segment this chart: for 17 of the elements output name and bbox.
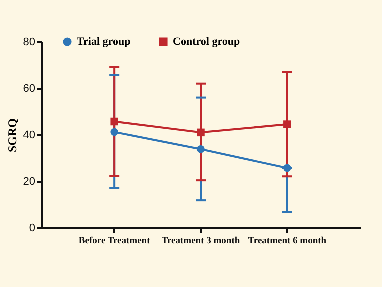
- point: [197, 146, 205, 154]
- point: [110, 128, 118, 136]
- y-axis-title: SGRQ: [5, 118, 20, 153]
- x-tick-label: Before Treatment: [78, 236, 152, 246]
- point: [110, 118, 118, 126]
- point: [284, 164, 292, 172]
- y-tick-label: 60: [23, 83, 36, 95]
- x-tick-label: Treatment 6 month: [248, 236, 328, 246]
- y-tick-label: 20: [23, 176, 36, 188]
- y-tick-label: 0: [29, 222, 36, 234]
- legend-label: Trial group: [77, 36, 131, 48]
- point: [197, 128, 205, 137]
- point: [284, 120, 292, 128]
- y-tick-label: 80: [23, 36, 36, 48]
- legend-label: Control group: [173, 36, 240, 48]
- y-tick-label: 40: [23, 130, 36, 142]
- x-tick-label: Treatment 3 month: [162, 236, 241, 246]
